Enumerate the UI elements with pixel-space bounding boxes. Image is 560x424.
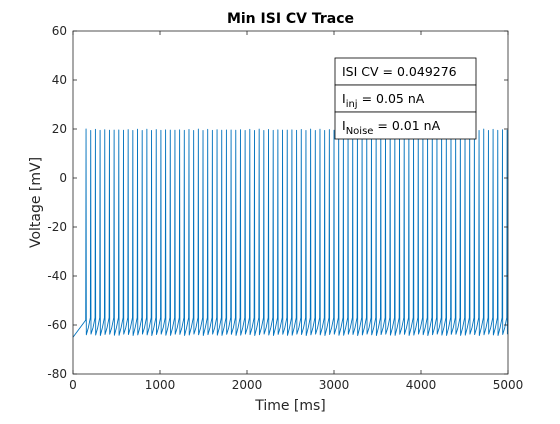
y-tick-label: 40 [52,73,67,87]
y-tick-label: -20 [47,220,67,234]
y-tick-label: -40 [47,269,67,283]
x-tick-label: 4000 [406,378,437,392]
annotation-box: ISI CV = 0.049276 Iinj = 0.05 nA INoise = … [334,57,477,140]
y-tick-label: 0 [59,171,67,185]
y-tick-label: 20 [52,122,67,136]
annotation-text: ISI CV = 0.049276 [342,64,457,79]
x-tick-label: 1000 [145,378,176,392]
x-tick-label: 2000 [232,378,263,392]
annotation-cell [334,84,477,113]
annotation-text: Iinj = 0.05 nA [342,91,425,110]
chart-title: Min ISI CV Trace [227,11,354,27]
y-axis-label: Voltage [mV] [28,157,44,248]
x-axis-label: Time [ms] [254,398,326,414]
y-tick-label: -80 [47,367,67,381]
y-tick-label: -60 [47,318,67,332]
x-tick-label: 5000 [493,378,524,392]
tick-layer: 0 1000 2000 3000 4000 5000 -80 -60 -40 -20 0 20 40 60 [47,24,523,392]
annotation-cell [334,57,477,86]
x-tick-label: 3000 [319,378,350,392]
annotation-text: INoise = 0.01 nA [342,118,441,137]
x-tick-label: 0 [69,378,77,392]
annotation-cell [334,111,477,140]
trace-layer [72,128,508,338]
voltage-trace-line [72,128,508,338]
axes-box [72,30,509,375]
y-tick-label: 60 [52,24,67,38]
